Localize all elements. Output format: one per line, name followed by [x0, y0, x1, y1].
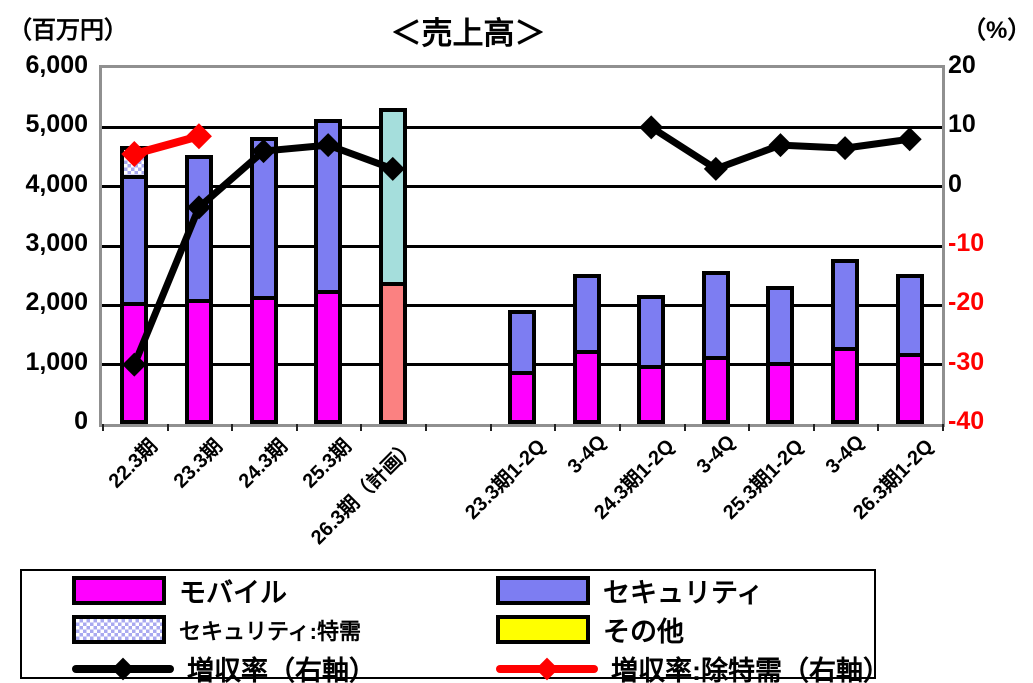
- x-axis-tick: [360, 424, 363, 431]
- bar-segment: [378, 282, 407, 424]
- diamond-marker: [316, 133, 341, 158]
- legend-label: その他: [603, 617, 684, 647]
- diamond-marker: [122, 352, 147, 377]
- grid-line: [102, 244, 942, 248]
- y-axis-label-left: 0: [74, 407, 88, 435]
- x-axis-tick: [683, 424, 686, 431]
- x-axis-tick: [166, 424, 169, 431]
- y-axis-label-left: 2,000: [25, 288, 88, 317]
- stacked-bar: [637, 295, 666, 424]
- diamond-marker: [768, 133, 793, 158]
- x-axis-tick: [102, 424, 104, 431]
- bar-segment: [508, 371, 536, 424]
- bar-segment: [508, 310, 536, 375]
- x-axis-tick: [618, 424, 621, 431]
- legend-label: モバイル: [179, 578, 287, 608]
- diamond-marker: [185, 123, 212, 150]
- bar-swatch: [496, 576, 590, 605]
- bar-segment: [766, 286, 795, 366]
- grid-line: [102, 185, 942, 189]
- x-axis-tick: [554, 424, 557, 431]
- x-axis-tick: [295, 424, 298, 431]
- diamond-marker: [703, 156, 728, 181]
- bar-swatch: [72, 576, 166, 605]
- stacked-bar: [572, 274, 601, 424]
- bar-segment: [249, 296, 278, 424]
- y-axis-label-right: 10: [948, 110, 976, 139]
- y-axis-label-left: 5,000: [25, 110, 88, 139]
- y-axis-label-right: -30: [948, 347, 985, 376]
- x-axis-tick: [812, 424, 815, 431]
- plot-area: [99, 65, 945, 427]
- bar-segment: [831, 347, 860, 424]
- bar-segment: [895, 274, 924, 357]
- stacked-bar: [508, 310, 536, 424]
- legend-item: セキュリティ:特需: [22, 610, 478, 649]
- diamond-marker: [833, 136, 858, 161]
- x-axis-tick: [425, 424, 428, 431]
- bar-segment: [766, 362, 795, 424]
- bar-segment: [831, 259, 860, 351]
- legend-item: モバイル: [22, 571, 478, 610]
- x-axis-tick: [877, 424, 880, 431]
- checker-swatch: [72, 615, 166, 644]
- legend-label: 増収率:除特需（右軸）: [611, 656, 890, 683]
- stacked-bar: [831, 259, 860, 424]
- diamond-marker: [186, 195, 211, 220]
- left-axis-unit-label: （百万円）: [8, 17, 128, 44]
- stacked-bar: [701, 271, 730, 424]
- stacked-bar: [378, 108, 407, 424]
- y-axis-label-right: -10: [948, 229, 985, 257]
- bar-segment: [637, 365, 666, 424]
- legend-label: セキュリティ:特需: [179, 618, 362, 644]
- y-axis-label-right: -40: [948, 407, 985, 435]
- legend-item: 増収率:除特需（右軸）: [478, 649, 890, 683]
- diamond-marker: [897, 127, 922, 152]
- growth-lines: [121, 115, 922, 377]
- legend-item: 増収率（右軸）: [22, 649, 478, 683]
- chart-title: ＜売上高＞: [390, 16, 546, 51]
- black-line-swatch: [72, 655, 174, 683]
- legend-diamond-marker: [535, 657, 559, 680]
- y-axis-label-right: 20: [948, 51, 976, 79]
- y-axis-label-left: 6,000: [25, 51, 88, 79]
- bar-segment: [637, 295, 666, 369]
- growth-line: [130, 141, 397, 369]
- red-line-swatch: [496, 655, 598, 683]
- bar-segment: [701, 356, 730, 424]
- y-axis-label-left: 1,000: [25, 347, 88, 376]
- y-axis-label-left: 3,000: [25, 229, 88, 257]
- grid-line: [102, 303, 942, 307]
- y-axis-label-left: 4,000: [25, 169, 88, 198]
- x-axis-tick: [748, 424, 751, 431]
- growth-line: [130, 132, 203, 159]
- grid-line: [102, 125, 942, 129]
- legend-label: 増収率（右軸）: [187, 656, 376, 683]
- bar-swatch: [496, 615, 590, 644]
- right-axis-unit-label: （%）: [962, 17, 1032, 44]
- bar-segment: [184, 299, 213, 424]
- bar-segment: [249, 137, 278, 300]
- legend: モバイル セキュリティセキュリティ:特需 その他増収率（右軸） 増収率:除特需（右軸）: [20, 569, 890, 683]
- bar-segment: [895, 353, 924, 424]
- legend-item: セキュリティ: [478, 571, 890, 610]
- legend-label: セキュリティ: [603, 578, 764, 608]
- stacked-bar: [249, 137, 278, 424]
- legend-diamond-marker: [111, 657, 135, 680]
- stacked-bar: [895, 274, 924, 424]
- diamond-marker: [380, 156, 405, 181]
- legend-item: その他: [478, 610, 890, 649]
- y-axis-label-right: -20: [948, 288, 985, 317]
- x-axis-tick: [942, 424, 944, 431]
- stacked-bar: [766, 286, 795, 424]
- x-axis-tick: [231, 424, 234, 431]
- diamond-marker: [121, 141, 148, 168]
- stacked-bar: [184, 155, 213, 424]
- bar-segment: [314, 290, 343, 424]
- y-axis-label-right: 0: [948, 169, 962, 198]
- bar-segment: [572, 350, 601, 424]
- x-axis-tick: [489, 424, 492, 431]
